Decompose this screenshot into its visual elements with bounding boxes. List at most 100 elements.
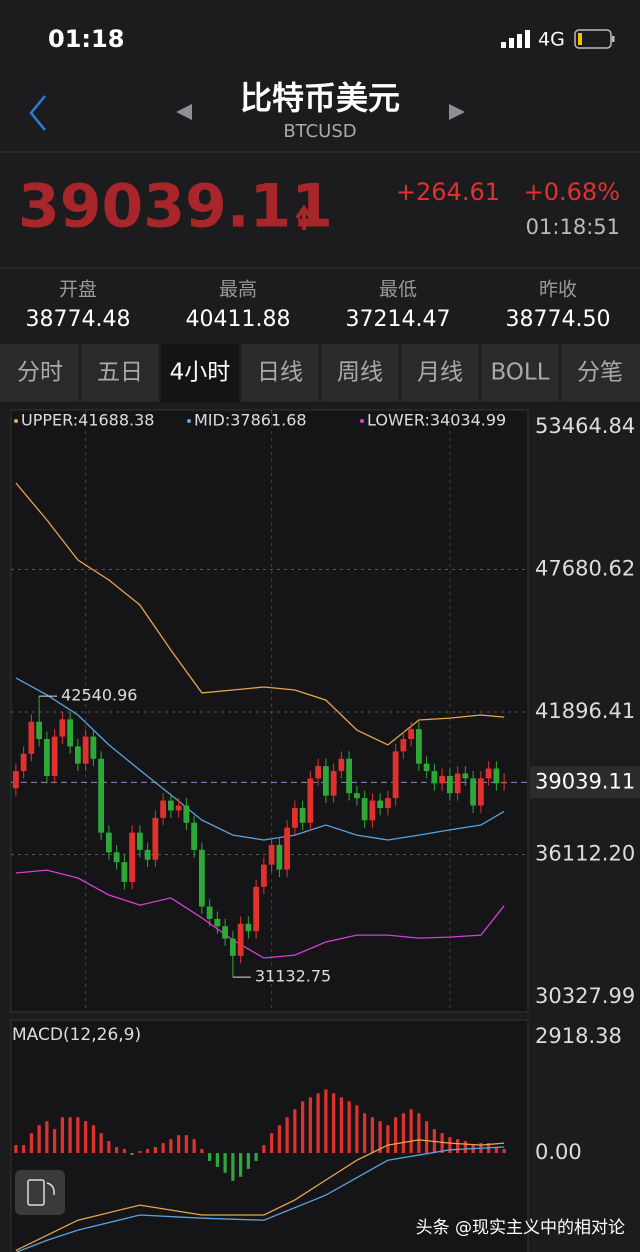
tab[interactable]: 月线 [417, 360, 463, 386]
tab[interactable]: 分笔 [577, 360, 623, 386]
macd-bar [169, 1139, 173, 1153]
tab[interactable]: BOLL [490, 360, 549, 386]
tab[interactable]: 日线 [257, 360, 303, 386]
legend-dot [14, 419, 18, 423]
candle-body [408, 729, 415, 740]
candle-body [501, 782, 508, 784]
watermark: 头条 @现实主义中的相对论 [416, 1218, 625, 1238]
stat-value: 38774.48 [26, 307, 131, 332]
macd-bar [370, 1117, 374, 1153]
active-tab-bg [161, 344, 239, 402]
macd-bar [332, 1093, 336, 1153]
candle-body [36, 721, 43, 740]
candle-body [330, 771, 337, 796]
macd-bar [440, 1133, 444, 1153]
macd-bar [122, 1149, 126, 1153]
rotate-button[interactable] [15, 1170, 65, 1215]
candle-body [369, 800, 376, 821]
macd-bar [316, 1093, 320, 1153]
y-tick-label: 53464.84 [535, 414, 635, 438]
macd-bar [347, 1101, 351, 1153]
candle-body [167, 800, 174, 811]
indicator-line [15, 869, 505, 959]
macd-bar [200, 1149, 204, 1153]
candle-body [446, 775, 453, 794]
candle-body [462, 773, 469, 779]
candle-body [377, 800, 384, 808]
macd-bar [394, 1117, 398, 1153]
page-subtitle: BTCUSD [283, 121, 356, 142]
candle-body [260, 864, 267, 887]
stat-label: 开盘 [59, 279, 97, 301]
tab-bar: 分时 五日 4小时 日线 周线 月线 BOLL 分笔 [0, 344, 640, 402]
high-label: 42540.96 [61, 686, 137, 705]
candle-body [477, 778, 484, 806]
quote-time: 01:18:51 [526, 215, 620, 239]
macd-bar [262, 1145, 266, 1153]
candle-body [152, 817, 159, 860]
last-price-label: 39039.11 [535, 769, 635, 793]
macd-bar [386, 1125, 390, 1153]
macd-bar [84, 1121, 88, 1153]
candle-body [338, 758, 345, 772]
macd-bar [270, 1133, 274, 1153]
page-title: 比特币美元 [240, 79, 400, 117]
candle-body [198, 849, 205, 907]
macd-bar [425, 1121, 429, 1153]
candle-body [392, 751, 399, 799]
macd-bar [277, 1125, 281, 1153]
macd-bar [417, 1113, 421, 1153]
macd-bar [68, 1117, 72, 1153]
tab[interactable]: 4小时 [170, 360, 231, 386]
y-tick-label: 2918.38 [535, 1024, 622, 1048]
legend-label: LOWER:34034.99 [367, 411, 506, 430]
macd-bar [146, 1149, 150, 1153]
candle-body [59, 719, 66, 737]
candle-body [121, 862, 128, 882]
chart-frame [10, 409, 529, 1013]
candle-body [353, 793, 360, 799]
macd-bar [14, 1145, 18, 1153]
macd-bar [401, 1113, 405, 1153]
candle-body [67, 719, 74, 747]
macd-bar [339, 1097, 343, 1153]
legend-dot [187, 419, 191, 423]
macd-bar [448, 1137, 452, 1153]
back-button[interactable] [29, 95, 46, 131]
macd-bar [456, 1139, 460, 1153]
tab[interactable]: 周线 [337, 360, 383, 386]
up-arrow [295, 204, 313, 230]
macd-bar [293, 1109, 297, 1153]
macd-bar [463, 1141, 467, 1153]
low-label: 31132.75 [255, 967, 331, 986]
candle-body [245, 923, 252, 932]
candle-body [415, 729, 422, 764]
legend-dot [360, 419, 364, 423]
candle-body [206, 906, 213, 919]
indicator-line [15, 482, 505, 746]
next-button[interactable] [449, 104, 465, 120]
macd-bar [363, 1113, 367, 1153]
prev-button[interactable] [176, 104, 192, 120]
macd-bar [60, 1117, 64, 1153]
y-tick-label: 47680.62 [535, 557, 635, 581]
candle-body [43, 739, 50, 776]
candle-body [431, 771, 438, 784]
candle-body [229, 938, 236, 956]
tab[interactable]: 分时 [17, 360, 63, 386]
candle-body [90, 736, 97, 759]
macd-bar [254, 1153, 258, 1161]
macd-bar [53, 1129, 57, 1153]
candle-body [253, 886, 260, 932]
macd-bar [324, 1089, 328, 1153]
tab[interactable]: 五日 [97, 360, 143, 386]
stat-value: 37214.47 [346, 307, 451, 332]
price-change-pct: +0.68% [524, 178, 620, 206]
candle-body [183, 805, 190, 823]
macd-bar [37, 1125, 41, 1153]
panel-title: MACD(12,26,9) [12, 1025, 141, 1045]
macd-bar [355, 1105, 359, 1153]
macd-bar [153, 1147, 157, 1153]
macd-bar [208, 1153, 212, 1161]
